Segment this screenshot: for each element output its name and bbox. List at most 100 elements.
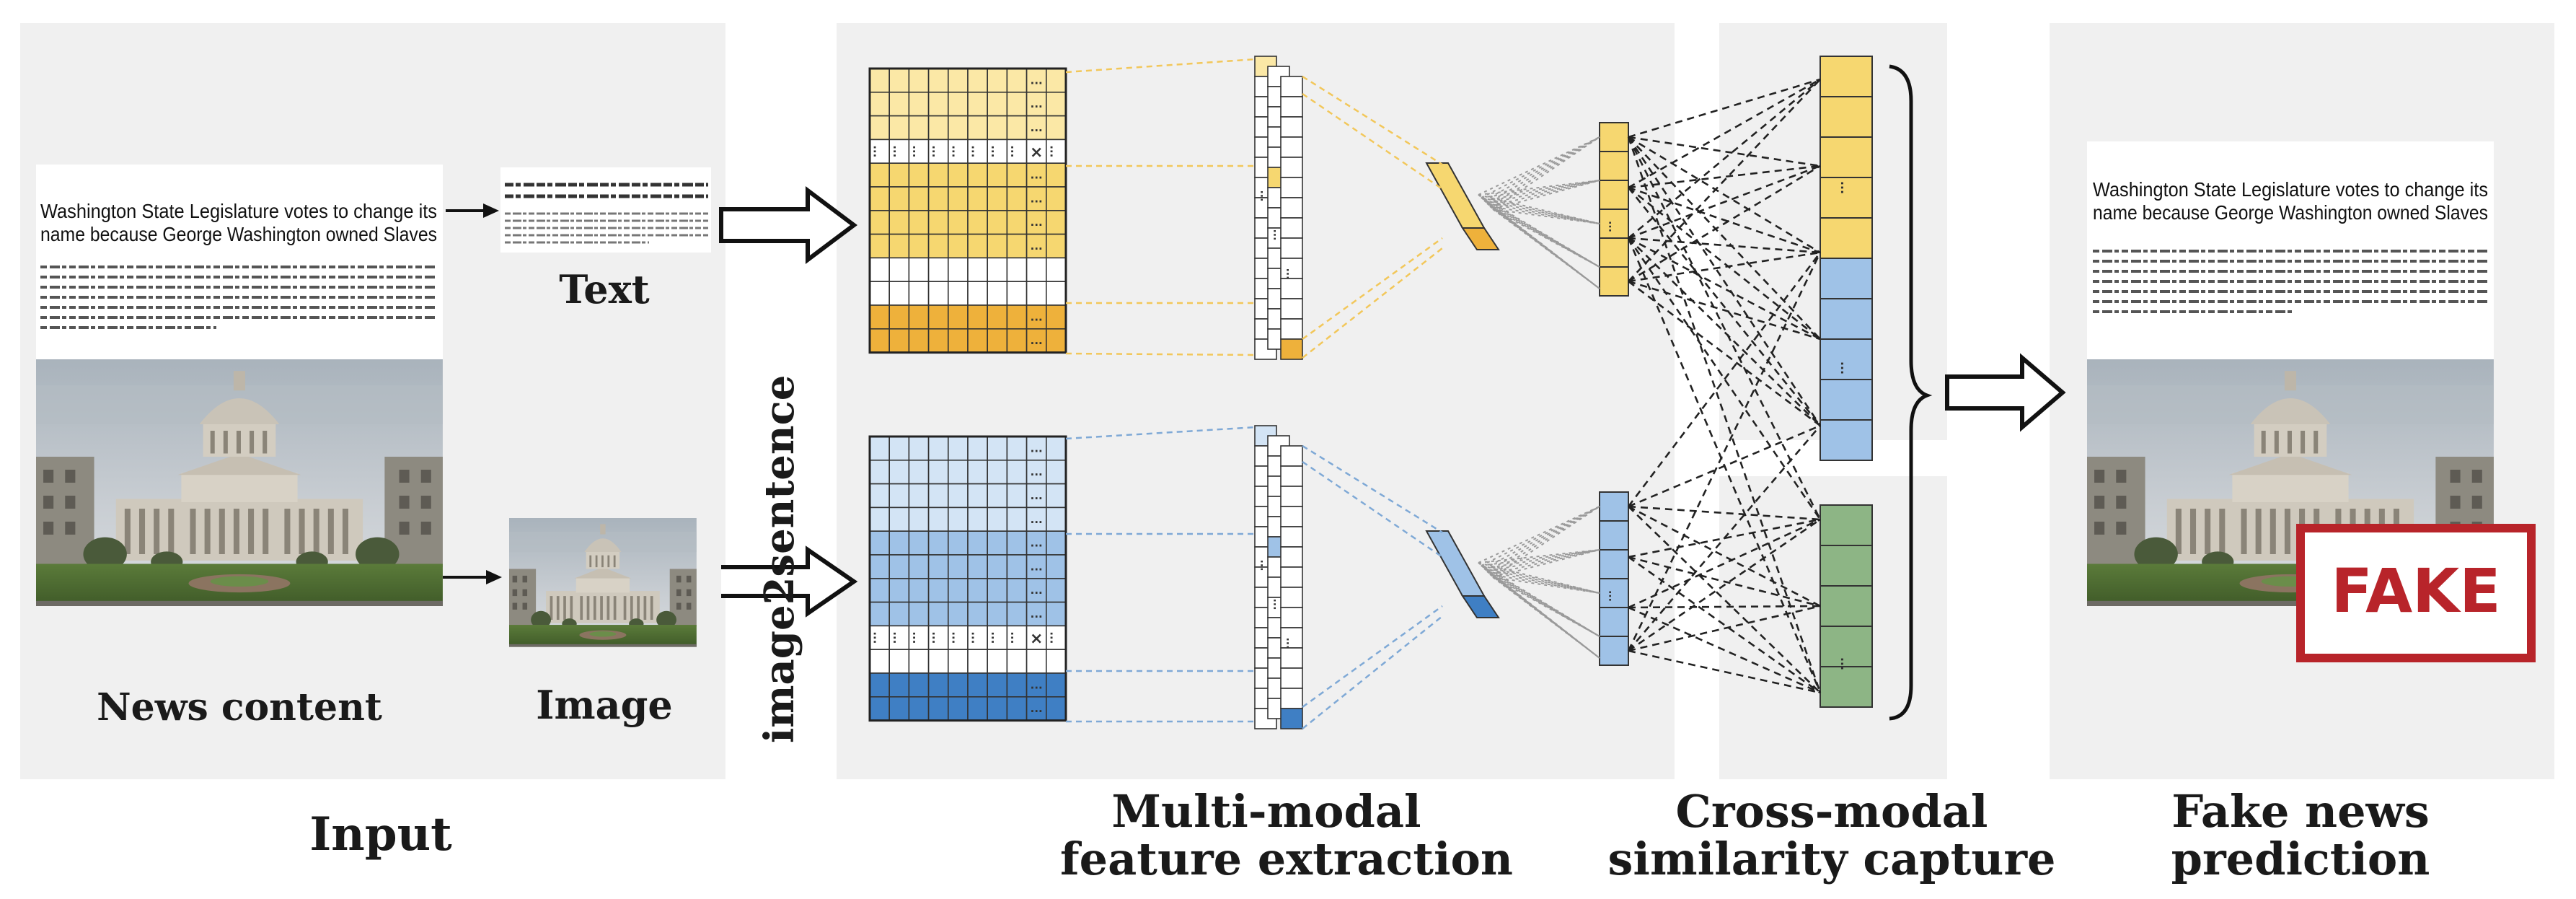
image-matrix-cell: [987, 601, 1008, 627]
text-matrix-cell: [888, 139, 910, 164]
image-matrix-cell: [1046, 672, 1067, 698]
image-feature-cell: [1599, 491, 1629, 522]
text-matrix-cell: [908, 281, 930, 306]
image-fc-line: [1492, 576, 1600, 659]
image-matrix-cell: [908, 625, 930, 651]
image-matrix-cell: [1025, 506, 1047, 532]
image-vector-cell: [1280, 688, 1303, 709]
image-matrix-cell: [908, 459, 930, 485]
text-mapping-line: [1065, 58, 1257, 74]
image-matrix-border: [868, 435, 1067, 722]
image-matrix-cell: [967, 506, 989, 532]
image-matrix-vdots: ...: [984, 631, 997, 644]
input-title: Input: [309, 807, 452, 861]
text-top-cross-line: [1628, 78, 1821, 240]
image-vector-cell: [1280, 506, 1303, 527]
text-matrix-cell: [869, 209, 891, 235]
image-pool-mapping-line: [1302, 444, 1443, 534]
image-bottom-cross-line: [1628, 556, 1821, 608]
image-matrix-cell: [908, 577, 930, 603]
text-bottom-cross-line: [1627, 237, 1822, 520]
text-matrix-cell: [967, 92, 989, 117]
image-fc-lines: [1478, 506, 1600, 659]
text-vector-cell: [1280, 237, 1303, 259]
image-bottom-cross-line: [1628, 518, 1821, 652]
text-matrix-cell: [888, 209, 910, 235]
text-matrix-cell: [1046, 304, 1067, 330]
text-vector-cell: [1280, 298, 1303, 320]
image-matrix-cell: [908, 672, 930, 698]
image-fc-line: [1483, 568, 1600, 659]
text-fc-lines: [1478, 136, 1600, 289]
text-matrix-cell: [927, 186, 949, 211]
image-top-cross-line: [1627, 252, 1822, 507]
image-matrix-cell: [927, 672, 949, 698]
text-embedding-matrix: ........................................…: [866, 67, 1067, 354]
text-matrix-cell: [1006, 186, 1028, 211]
text-matrix-cell: [987, 92, 1008, 117]
image-matrix-cell: [1006, 436, 1028, 461]
image-feature-cell: [1599, 636, 1629, 666]
image-matrix-cell: [948, 459, 969, 485]
image-fc-line: [1483, 568, 1600, 594]
text-matrix-cell: [927, 139, 949, 164]
image-matrix-cell: [888, 436, 910, 461]
news-to-image-arrow: [443, 570, 502, 584]
text-matrix-cell: [888, 304, 910, 330]
image-matrix-cell: [1006, 483, 1028, 509]
text-matrix-cell: [927, 257, 949, 282]
text-top-cross-line: [1628, 237, 1821, 254]
text-matrix-cell: [1025, 186, 1047, 211]
text-mapping-lines: [1065, 58, 1257, 356]
text-feature-vector: ...: [1599, 122, 1629, 297]
text-matrix-cell: [1006, 281, 1028, 306]
text-matrix-cell: [1046, 162, 1067, 188]
image-matrix-cell: [869, 530, 891, 556]
text-matrix-cell: [888, 68, 910, 93]
image2sentence-arrow: [721, 545, 858, 618]
image-matrix-cell: [987, 483, 1008, 509]
image-matrix-cell: [1046, 696, 1067, 722]
text-matrix-cell: [869, 162, 891, 188]
text-fc-line: [1478, 180, 1600, 196]
text-matrix-cell: [948, 233, 969, 259]
text-matrix-cell: [908, 92, 930, 117]
image-matrix-cell: [908, 601, 930, 627]
top-similarity-cell: [1819, 96, 1873, 138]
image-matrix-ellipsis: ...: [1031, 537, 1043, 550]
image-matrix-cell: [967, 530, 989, 556]
image-matrix-cell: [1006, 459, 1028, 485]
top-similarity-cell: [1819, 338, 1873, 380]
text-fc-line: [1489, 206, 1600, 268]
text-matrix-cell: [987, 139, 1008, 164]
prediction-news-card: Washington State Legislature votes to ch…: [2087, 141, 2494, 606]
image-matrix-cell: [888, 506, 910, 532]
image-matrix-cell: [1046, 625, 1067, 651]
text-feature-cell: [1599, 209, 1629, 239]
text-matrix-vdots: ...: [905, 145, 918, 157]
image-pool-mapping-line: [1302, 460, 1443, 558]
image-matrix-cell: [1006, 506, 1028, 532]
text-matrix-cell: [948, 162, 969, 188]
image-matrix-cell: [948, 483, 969, 509]
image-matrix-cell: [1046, 601, 1067, 627]
text-matrix-cell: [908, 328, 930, 354]
text-matrix-cell: [948, 304, 969, 330]
similarity-title-line1: Cross-modal: [1676, 785, 1988, 838]
similarity-to-prediction-arrow: [1945, 353, 2066, 432]
image-matrix-cell: [908, 649, 930, 674]
text-matrix-cell: [1006, 68, 1028, 93]
top-similarity-vector: [1819, 56, 1873, 380]
text-matrix-cell: [967, 304, 989, 330]
text-matrix-cell: [1025, 139, 1047, 164]
image-vector-cell: [1280, 566, 1303, 588]
text-matrix-cell: [967, 233, 989, 259]
image-fc-line: [1489, 506, 1600, 575]
text-matrix-cell: [1046, 115, 1067, 141]
text-matrix-cell: [1046, 186, 1067, 211]
text-matrix-ellipsis: ...: [1031, 97, 1043, 110]
similarity-diagram: .........: [1627, 56, 1873, 708]
image-fc-line: [1492, 506, 1600, 578]
image-matrix-cell: [927, 601, 949, 627]
image-matrix-cell: [888, 554, 910, 579]
